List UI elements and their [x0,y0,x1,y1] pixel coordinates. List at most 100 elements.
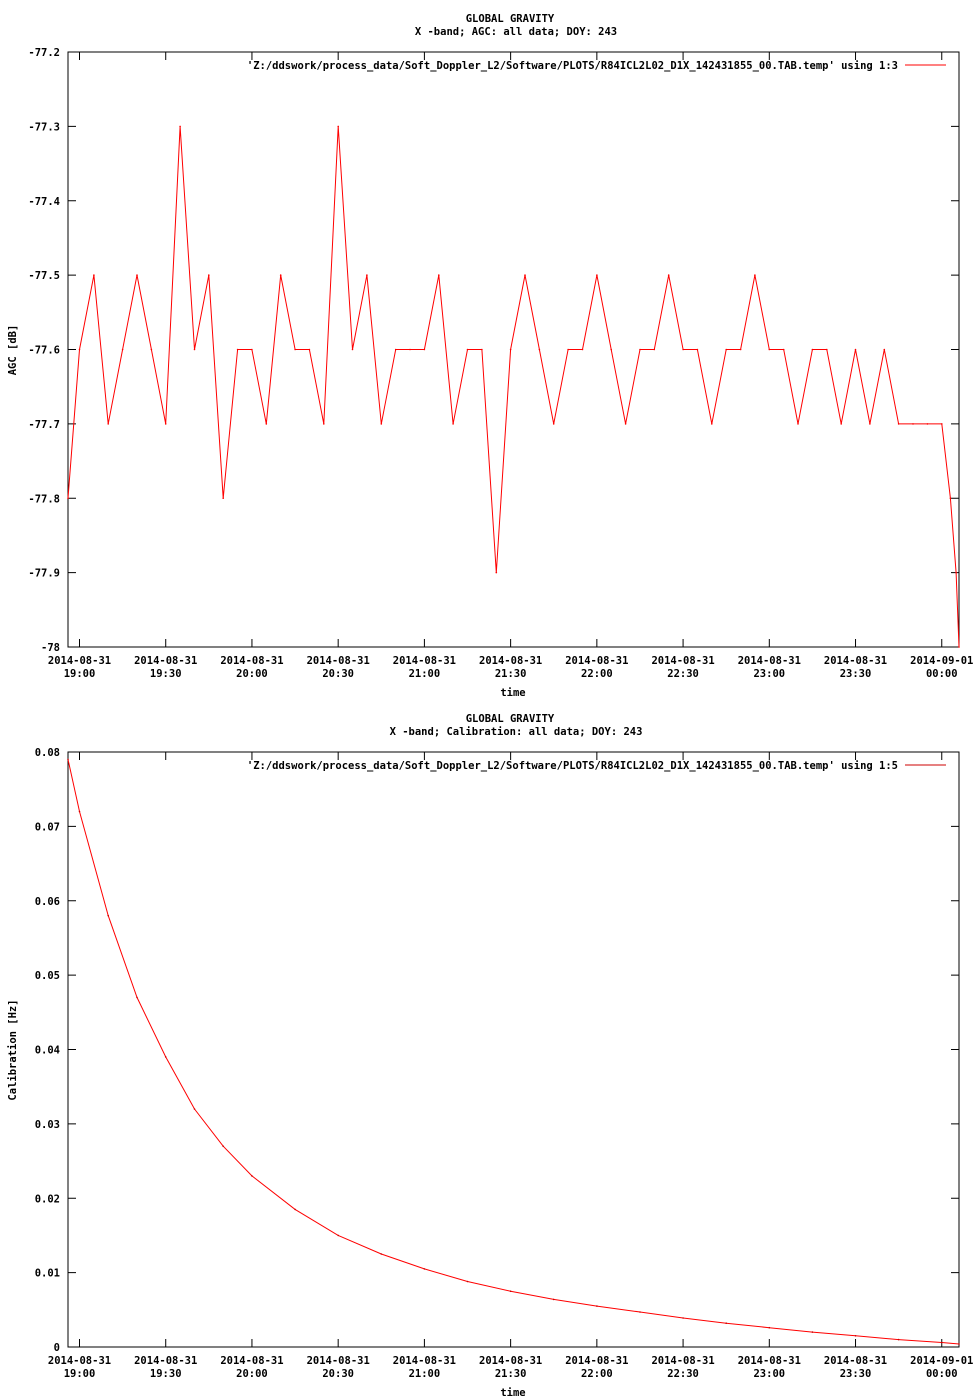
cal-data-point [107,914,109,917]
cal-data-point [811,1331,814,1333]
agc-y-tick-label: -77.5 [28,270,60,282]
agc-data-point [912,423,914,425]
agc-y-tick-label: -77.3 [28,121,60,133]
agc-data-point [739,348,742,351]
cal-x-tick-date: 2014-08-31 [738,1355,801,1367]
agc-x-axis-label: time [500,687,525,699]
cal-data-point [466,1280,469,1283]
cal-x-tick-time: 21:00 [409,1368,441,1380]
agc-data-point [93,274,95,276]
agc-data-point [883,348,886,351]
cal-data-point [958,1343,960,1345]
agc-data-point [854,348,857,351]
agc-x-tick-time: 19:30 [150,668,182,680]
agc-data-point [251,348,253,351]
agc-x-tick-date: 2014-08-31 [824,655,887,667]
agc-data-point [958,646,960,648]
agc-chart-subtitle: X -band; AGC: all data; DOY: 243 [415,26,617,38]
cal-x-tick-time: 23:00 [753,1368,785,1380]
agc-y-tick-label: -78 [41,642,60,654]
cal-data-point [854,1335,857,1337]
agc-data-point [466,348,469,351]
agc-data-point [797,423,799,425]
cal-y-tick-label: 0.01 [35,1268,60,1280]
agc-data-point [208,274,210,276]
cal-y-tick-label: 0.06 [35,896,60,908]
agc-x-tick-date: 2014-08-31 [134,655,197,667]
agc-x-tick-time: 20:00 [236,668,268,680]
cal-chart-title: GLOBAL GRAVITY [466,713,555,725]
cal-data-point [251,1175,253,1177]
cal-y-tick-label: 0.03 [35,1119,60,1131]
agc-data-point [682,348,684,351]
agc-data-point [67,497,69,500]
cal-x-tick-date: 2014-09-01 [910,1355,973,1367]
cal-x-tick-date: 2014-08-31 [565,1355,628,1367]
agc-x-tick-time: 00:00 [926,668,958,680]
agc-data-point [840,423,842,425]
agc-data-point [452,423,454,425]
agc-data-point [725,348,727,351]
agc-y-tick-label: -77.6 [28,345,60,357]
cal-x-tick-time: 00:00 [926,1368,958,1380]
cal-y-tick-label: 0 [54,1342,60,1354]
agc-y-ticks: -77.2 -77.3 -77.4 -77.5 -77.6 -77.7 -77.8 -77.9… [28,47,959,654]
agc-data-point [768,348,771,351]
agc-data-point [610,348,612,351]
agc-chart: GLOBAL GRAVITY X -band; AGC: all data; D… [7,13,973,699]
cal-y-tick-label: 0.07 [35,821,60,833]
agc-x-tick-date: 2014-08-31 [307,655,370,667]
agc-x-tick-time: 23:00 [753,668,785,680]
agc-x-tick-time: 20:30 [322,668,354,680]
agc-x-tick-time: 21:30 [495,668,527,680]
agc-x-ticks: 2014-08-3119:002014-08-3119:302014-08-31… [48,52,973,680]
agc-data-point [509,348,512,351]
agc-y-axis-label: AGC [dB] [7,325,19,376]
cal-data-point [423,1268,426,1270]
agc-x-tick-time: 22:30 [667,668,699,680]
agc-x-tick-date: 2014-08-31 [651,655,714,667]
agc-data-point [294,348,296,351]
agc-y-tick-label: -77.9 [28,568,60,580]
agc-data-point [897,423,900,425]
agc-data-point [279,274,282,276]
cal-series-group [67,758,960,1345]
cal-legend-label: 'Z:/ddswork/process_data/Soft_Doppler_L2… [247,760,898,772]
cal-data-point [294,1208,296,1211]
agc-data-point [78,348,81,351]
cal-data-point [337,1234,340,1237]
agc-data-point [236,348,239,351]
agc-x-tick-time: 21:00 [409,668,441,680]
agc-x-tick-time: 23:30 [840,668,872,680]
cal-x-tick-time: 23:30 [840,1368,872,1380]
cal-y-tick-label: 0.04 [35,1045,60,1057]
agc-data-point [481,348,483,351]
cal-data-point [78,810,81,813]
agc-data-point [624,423,627,425]
cal-data-point [552,1298,555,1301]
cal-data-point [67,758,69,761]
agc-data-point [711,423,713,425]
agc-data-point [567,348,569,351]
cal-data-point [380,1253,383,1255]
agc-data-point [409,348,411,351]
agc-data-point [150,348,153,351]
agc-data-point [596,274,598,276]
agc-data-point [121,348,124,351]
cal-x-tick-time: 20:00 [236,1368,268,1380]
agc-data-point [926,423,929,425]
cal-data-point [897,1338,900,1341]
agc-data-point [653,348,656,351]
cal-data-point [682,1317,684,1319]
agc-y-tick-label: -77.2 [28,47,60,59]
agc-data-point [696,348,699,351]
cal-y-tick-label: 0.08 [35,747,60,759]
cal-x-tick-date: 2014-08-31 [824,1355,887,1367]
cal-x-tick-time: 21:30 [495,1368,527,1380]
agc-data-point [941,423,943,425]
agc-x-tick-date: 2014-08-31 [393,655,456,667]
cal-x-tick-time: 20:30 [322,1368,354,1380]
agc-data-point [524,274,526,276]
cal-x-ticks: 2014-08-3119:002014-08-3119:302014-08-31… [48,752,973,1380]
